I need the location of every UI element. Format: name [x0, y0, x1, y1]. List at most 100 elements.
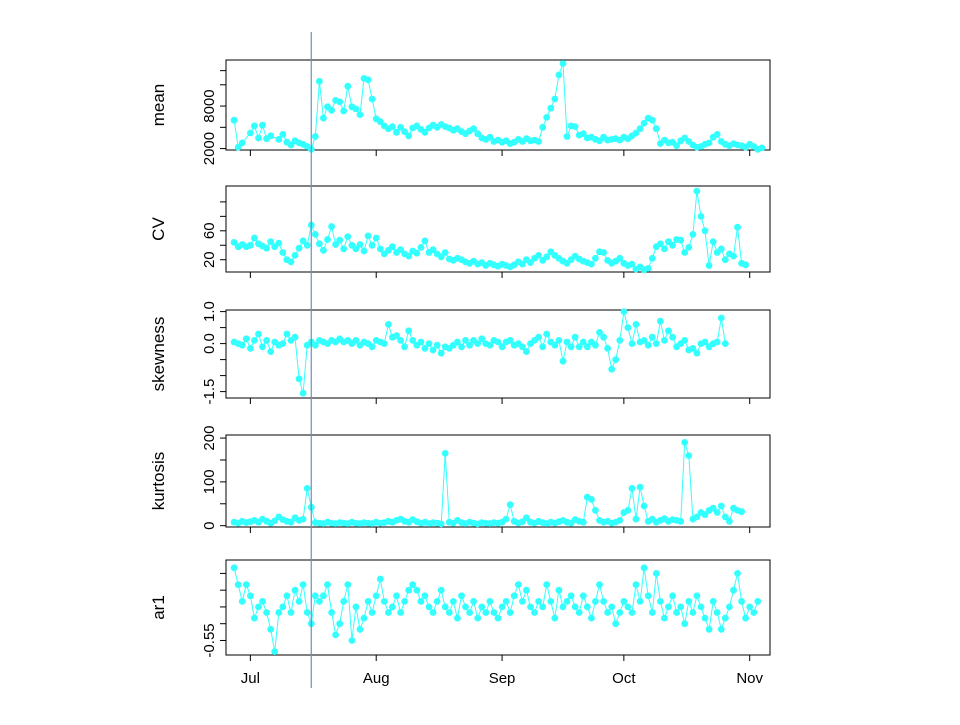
data-point-mean-80	[563, 133, 571, 140]
data-point-cv-73	[527, 259, 534, 266]
data-point-cv-126	[742, 261, 749, 269]
data-point-ar1-46	[417, 598, 425, 605]
data-point-ar1-92	[604, 609, 611, 616]
data-point-kurtosis-72	[523, 514, 530, 522]
data-point-ar1-107	[665, 603, 672, 611]
data-point-skewness-85	[575, 343, 583, 351]
data-point-kurtosis-95	[616, 517, 624, 524]
data-point-ar1-94	[612, 620, 620, 628]
data-point-skewness-111	[681, 337, 689, 344]
data-point-ar1-11	[275, 609, 283, 616]
data-point-ar1-70	[514, 581, 522, 588]
data-point-kurtosis-120	[717, 502, 725, 510]
data-point-mean-19	[316, 77, 323, 85]
data-point-cv-16	[295, 244, 303, 252]
data-point-cv-45	[413, 249, 421, 257]
data-point-ar1-101	[640, 564, 648, 572]
data-point-mean-75	[543, 114, 551, 121]
data-point-cv-118	[709, 238, 717, 246]
data-point-kurtosis-114	[693, 513, 701, 521]
data-point-ar1-57	[462, 603, 469, 611]
data-point-mean-20	[320, 114, 327, 122]
data-point-ar1-4	[247, 592, 254, 600]
data-point-ar1-61	[478, 603, 486, 611]
y-axis-label-ar1: ar1	[149, 595, 168, 620]
data-point-ar1-78	[547, 598, 555, 605]
data-point-skewness-99	[632, 321, 640, 328]
data-point-kurtosis-101	[640, 502, 648, 510]
data-point-mean-10	[279, 131, 287, 138]
data-point-ar1-44	[409, 581, 417, 588]
data-point-cv-41	[397, 246, 404, 254]
data-point-ar1-75	[535, 598, 542, 605]
data-point-ar1-113	[689, 609, 697, 616]
data-point-mean-39	[397, 123, 404, 131]
data-point-ar1-110	[677, 603, 685, 611]
data-point-skewness-17	[299, 389, 307, 397]
data-point-ar1-27	[340, 598, 348, 605]
data-point-mean-45	[421, 128, 429, 136]
data-point-ar1-37	[380, 598, 388, 605]
data-point-skewness-30	[352, 337, 360, 344]
data-point-ar1-123	[730, 586, 737, 594]
data-point-ar1-3	[242, 581, 250, 588]
data-point-ar1-38	[385, 609, 392, 616]
data-point-ar1-121	[721, 614, 729, 622]
data-point-mean-82	[571, 123, 579, 130]
data-point-kurtosis-52	[441, 450, 449, 457]
data-point-skewness-61	[478, 335, 486, 343]
data-point-mean-31	[364, 76, 372, 84]
data-point-cv-14	[287, 258, 295, 266]
data-point-skewness-47	[421, 345, 429, 352]
data-point-skewness-116	[701, 338, 709, 346]
data-point-mean-38	[393, 128, 400, 136]
data-point-cv-114	[693, 187, 701, 195]
data-point-skewness-71	[519, 343, 526, 351]
data-point-ar1-86	[579, 592, 587, 600]
x-tick-label-2: Sep	[489, 670, 516, 687]
data-point-skewness-102	[644, 341, 652, 349]
data-point-mean-76	[547, 104, 555, 112]
data-point-mean-97	[632, 129, 640, 137]
data-point-skewness-103	[648, 333, 656, 341]
data-point-cv-28	[344, 233, 352, 241]
data-point-mean-26	[344, 82, 352, 90]
data-point-skewness-51	[437, 349, 445, 357]
data-point-mean-128	[758, 144, 766, 152]
data-point-ar1-24	[328, 609, 335, 616]
y-tick-label-cv-0: 20	[201, 251, 218, 268]
data-point-mean-29	[356, 111, 364, 118]
data-point-skewness-9	[267, 348, 275, 355]
data-point-skewness-114	[693, 349, 701, 357]
data-point-skewness-121	[721, 340, 729, 347]
panel-frame-skewness	[225, 309, 771, 399]
data-point-ar1-26	[336, 620, 344, 628]
data-point-skewness-107	[665, 327, 672, 335]
data-point-ar1-0	[230, 564, 238, 572]
data-point-kurtosis-51	[437, 520, 445, 528]
data-point-skewness-60	[474, 340, 482, 347]
data-point-ar1-126	[742, 614, 749, 622]
data-point-cv-12	[279, 249, 287, 256]
x-tick-label-4: Nov	[736, 670, 763, 687]
data-point-ar1-13	[283, 592, 291, 600]
data-point-cv-27	[340, 245, 348, 253]
data-point-cv-21	[316, 240, 323, 248]
data-point-ar1-36	[376, 575, 384, 583]
data-point-ar1-41	[397, 609, 404, 616]
data-point-skewness-3	[242, 335, 250, 343]
data-point-ar1-21	[316, 598, 323, 605]
data-point-skewness-4	[247, 345, 254, 352]
data-point-kurtosis-97	[624, 507, 632, 514]
data-point-skewness-93	[608, 365, 616, 373]
data-point-ar1-65	[494, 614, 502, 622]
data-point-cv-5	[251, 234, 258, 242]
data-point-kurtosis-110	[677, 517, 685, 525]
data-point-skewness-46	[417, 338, 425, 346]
data-point-mean-107	[673, 142, 680, 150]
data-point-cv-89	[592, 254, 599, 262]
data-point-cv-105	[657, 240, 664, 248]
data-point-mean-117	[713, 131, 721, 138]
data-point-skewness-82	[563, 338, 571, 346]
data-point-mean-40	[401, 128, 408, 136]
